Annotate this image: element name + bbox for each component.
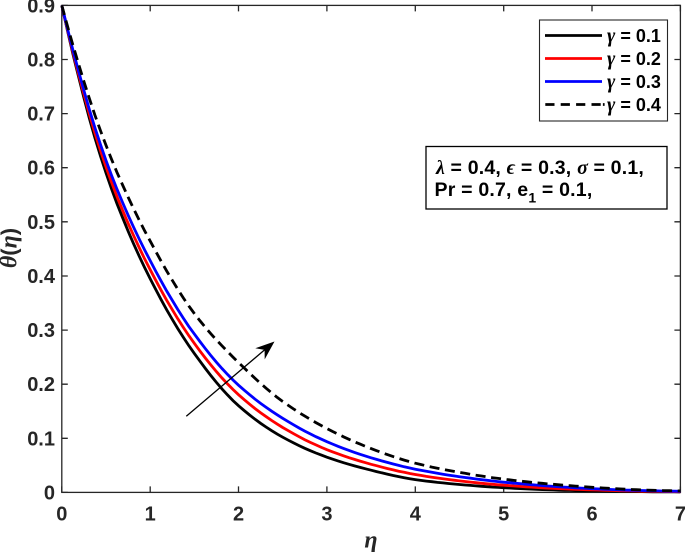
svg-text:0.2: 0.2 (27, 374, 55, 396)
svg-text:0.4: 0.4 (27, 266, 56, 288)
svg-text:λ = 0.4, ϵ = 0.3, σ = 0.1,: λ = 0.4, ϵ = 0.3, σ = 0.1, (435, 157, 644, 179)
svg-text:0.5: 0.5 (27, 212, 55, 234)
svg-text:γ = 0.1: γ = 0.1 (607, 25, 661, 47)
svg-text:θ(η): θ(η) (0, 228, 23, 268)
svg-text:7: 7 (675, 504, 685, 526)
svg-text:0.6: 0.6 (27, 158, 55, 180)
svg-text:5: 5 (498, 504, 509, 526)
svg-text:0.8: 0.8 (27, 50, 55, 72)
svg-text:3: 3 (321, 504, 332, 526)
svg-text:η: η (364, 528, 377, 553)
svg-text:1: 1 (145, 504, 156, 526)
svg-text:0.7: 0.7 (27, 104, 55, 126)
svg-text:γ = 0.4: γ = 0.4 (607, 94, 661, 116)
svg-text:6: 6 (586, 504, 597, 526)
svg-text:0: 0 (56, 504, 67, 526)
svg-text:4: 4 (410, 504, 422, 526)
svg-text:γ = 0.3: γ = 0.3 (607, 71, 661, 93)
svg-text:0: 0 (44, 482, 55, 504)
svg-text:0.9: 0.9 (27, 0, 55, 17)
svg-text:γ = 0.2: γ = 0.2 (607, 48, 661, 70)
svg-text:0.3: 0.3 (27, 320, 55, 342)
svg-text:0.1: 0.1 (27, 428, 55, 450)
svg-text:2: 2 (233, 504, 244, 526)
